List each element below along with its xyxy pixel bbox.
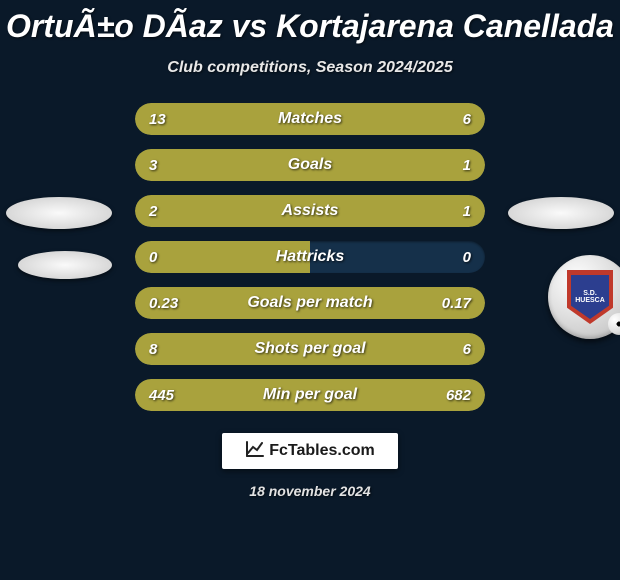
page-subtitle: Club competitions, Season 2024/2025 — [0, 59, 620, 77]
stat-value-right: 0.17 — [442, 287, 471, 319]
stats-bars: Matches136Goals31Assists21Hattricks00Goa… — [135, 103, 485, 411]
stat-row: Assists2 1 — [135, 195, 485, 227]
stat-value-left: 0.23 — [149, 287, 178, 319]
stat-value-right: 682 — [446, 379, 471, 411]
stat-value-left: 8 — [149, 333, 157, 365]
ellipse-icon — [18, 251, 112, 279]
footer-logo: FcTables.com — [222, 433, 398, 469]
stat-value-right: 6 — [463, 103, 471, 135]
club-name: S.D. HUESCA — [571, 290, 609, 304]
stat-value-left: 2 — [149, 195, 157, 227]
stat-row: Min per goal445 682 — [135, 379, 485, 411]
stat-label: Shots per goal — [135, 333, 485, 365]
shield-icon: S.D. HUESCA — [567, 270, 613, 324]
stat-value-left: 445 — [149, 379, 174, 411]
stat-value-left: 13 — [149, 103, 166, 135]
stat-label: Min per goal — [135, 379, 485, 411]
footer-logo-text: FcTables.com — [269, 442, 375, 460]
ellipse-icon — [6, 197, 112, 229]
stat-row: Goals per match0.23 0.17 — [135, 287, 485, 319]
footer-date: 18 november 2024 — [0, 483, 620, 499]
stat-value-right: 6 — [463, 333, 471, 365]
stat-label: Matches — [135, 103, 485, 135]
chart-icon — [245, 440, 265, 463]
stat-row: Shots per goal8 6 — [135, 333, 485, 365]
stat-label: Hattricks — [135, 241, 485, 273]
stat-row: Hattricks0 0 — [135, 241, 485, 273]
stat-value-right: 1 — [463, 149, 471, 181]
stat-label: Goals — [135, 149, 485, 181]
right-badge-2: S.D. HUESCA — [548, 255, 620, 339]
ellipse-icon — [508, 197, 614, 229]
stat-value-left: 0 — [149, 241, 157, 273]
stat-value-left: 3 — [149, 149, 157, 181]
stat-row: Goals3 1 — [135, 149, 485, 181]
page-title: OrtuÃ±o DÃ­az vs Kortajarena Canellada — [0, 0, 620, 45]
stat-value-right: 1 — [463, 195, 471, 227]
left-badge-1 — [6, 197, 112, 229]
left-badge-2 — [18, 251, 112, 279]
stat-value-right: 0 — [463, 241, 471, 273]
stat-row: Matches13 6 — [135, 103, 485, 135]
ball-icon — [608, 313, 620, 335]
stat-label: Assists — [135, 195, 485, 227]
stat-label: Goals per match — [135, 287, 485, 319]
club-badge-icon: S.D. HUESCA — [548, 255, 620, 339]
right-badge-1 — [508, 197, 614, 229]
